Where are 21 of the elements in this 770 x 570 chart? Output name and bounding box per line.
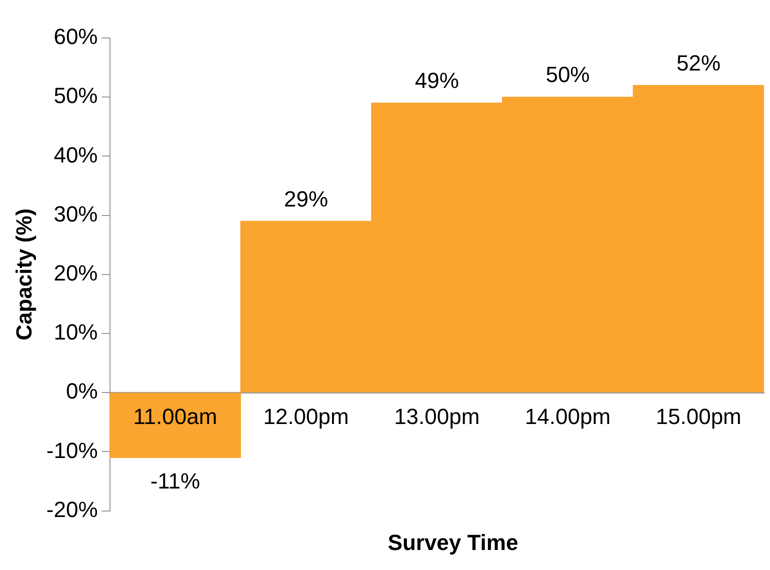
y-tick-label: -10%	[46, 438, 98, 463]
y-axis-title: Capacity (%)	[11, 208, 36, 340]
data-label: 52%	[676, 50, 721, 76]
y-tick-label: 60%	[54, 24, 98, 50]
x-tick-label: 12.00pm	[263, 404, 349, 429]
x-axis-title: Survey Time	[386, 530, 520, 556]
y-tick-label: 10%	[54, 320, 98, 345]
data-label: -11%	[150, 468, 200, 494]
data-label: 29%	[284, 186, 328, 212]
x-tick-label: 15.00pm	[656, 404, 742, 429]
data-label: 50%	[546, 62, 590, 88]
data-label: 49%	[414, 68, 459, 94]
x-tick-label: 13.00pm	[394, 404, 480, 429]
y-tick-label: -20%	[46, 496, 98, 522]
y-tick-label: 20%	[54, 260, 98, 286]
y-tick-label: 30%	[54, 201, 98, 226]
x-tick-label: 11.00am	[133, 404, 218, 429]
y-tick-label: 40%	[54, 142, 98, 168]
y-tick-label: 50%	[54, 83, 98, 108]
x-tick-label: 14.00pm	[524, 404, 611, 429]
y-tick-label: 0%	[66, 378, 98, 404]
